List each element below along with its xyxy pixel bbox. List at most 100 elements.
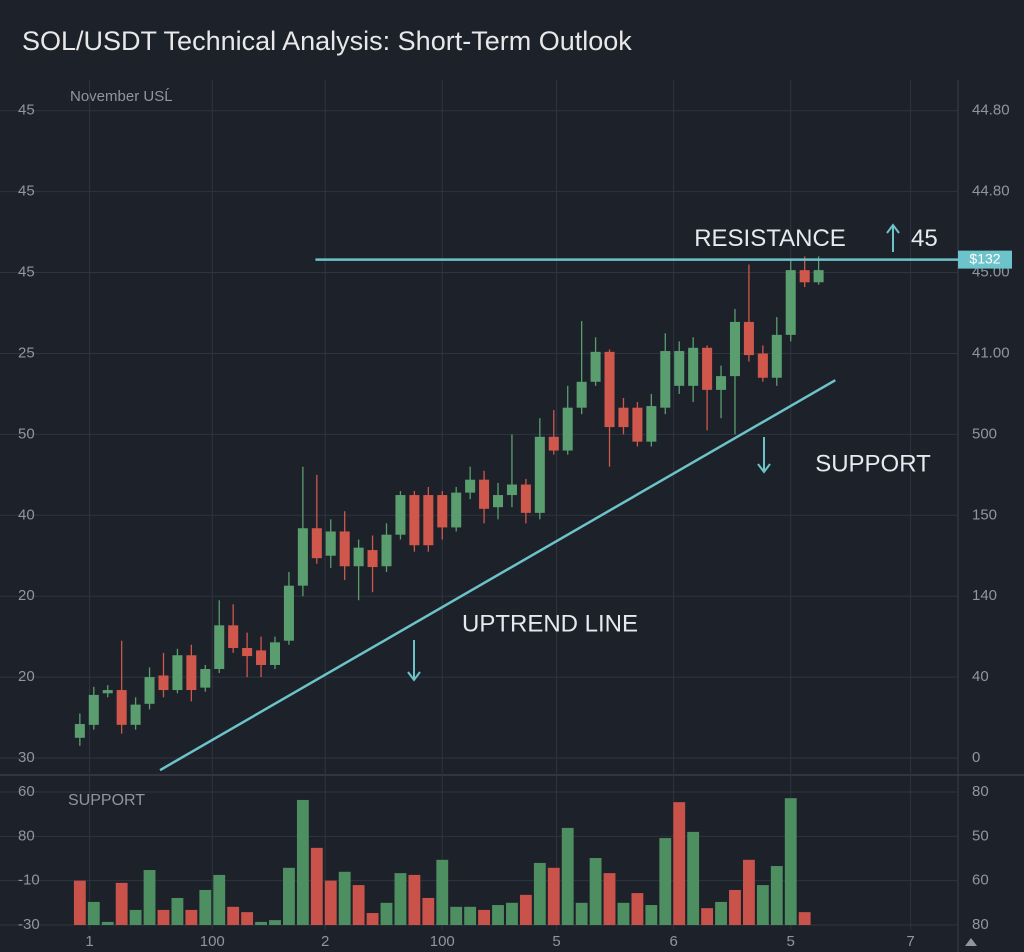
volume-bar	[366, 913, 379, 925]
y-tick-label: 20	[18, 587, 35, 604]
volume-bar	[213, 874, 226, 925]
volume-bar	[561, 827, 574, 925]
volume-bar	[673, 802, 686, 925]
y2-tick-label: 500	[972, 425, 997, 442]
y-tick-label: 30	[18, 749, 35, 766]
candle-body	[813, 270, 824, 283]
candle-body	[548, 436, 559, 451]
x-tick-label: 6	[669, 933, 677, 950]
volume-bar	[199, 889, 212, 925]
volume-bar	[519, 894, 532, 925]
y-tick-label: 25	[18, 344, 35, 361]
candle-body	[256, 650, 267, 665]
y2-tick-label: 50	[972, 827, 989, 844]
candle-body	[674, 351, 685, 386]
volume-bar	[798, 912, 811, 925]
candle-body	[799, 270, 810, 283]
volume-bar	[255, 921, 267, 925]
candle-body	[646, 406, 657, 442]
volume-bar	[492, 905, 504, 925]
volume-bar	[450, 906, 463, 925]
volume-bar	[645, 905, 658, 925]
volume-bar	[659, 838, 672, 925]
x-tick-label: 2	[321, 933, 329, 950]
y2-tick-label: 80	[972, 916, 989, 933]
candle-body	[172, 655, 183, 691]
x-tick-label: 5	[787, 933, 795, 950]
candle-body	[214, 625, 225, 670]
volume-bar	[143, 870, 156, 925]
x-tick-label: 7	[906, 933, 914, 950]
volume-bar	[157, 909, 170, 925]
candle-body	[688, 347, 699, 386]
volume-bar	[701, 908, 714, 925]
volume-bar	[729, 889, 741, 925]
y2-tick-label: 150	[972, 506, 997, 523]
y-tick-label: 80	[18, 827, 35, 844]
uptrend-line	[159, 379, 836, 772]
candle-body	[381, 534, 392, 567]
y2-tick-label: 41.00	[972, 344, 1010, 361]
y-tick-label: -10	[18, 872, 40, 889]
volume-bar	[101, 921, 114, 925]
volume-bar	[352, 885, 365, 925]
y-tick-label: 60	[18, 783, 35, 800]
x-tick-label: 100	[200, 933, 225, 950]
candle-body	[283, 585, 294, 641]
volume-bar	[547, 867, 560, 925]
volume-bar	[533, 862, 546, 925]
volume-bar	[338, 871, 351, 925]
volume-bar	[756, 885, 769, 925]
y2-tick-label: 60	[972, 872, 989, 889]
y2-tick-label: 40	[972, 668, 989, 685]
candle-body	[228, 625, 239, 648]
volume-bar	[310, 847, 323, 925]
volume-bar	[87, 901, 100, 925]
candle-body	[451, 492, 462, 528]
volume-bar	[185, 909, 198, 925]
volume-bar	[631, 893, 644, 925]
candle-body	[479, 479, 490, 509]
candle-body	[158, 675, 169, 691]
candle-body	[520, 484, 531, 513]
volume-bar	[770, 866, 783, 925]
candle-body	[130, 704, 141, 725]
candle-body	[88, 694, 99, 725]
x-tick-label: 100	[430, 933, 455, 950]
candle-body	[395, 495, 406, 535]
price-badge-label: $132	[969, 250, 1000, 266]
volume-bar	[506, 902, 518, 925]
candle-body	[437, 495, 448, 528]
candle-body	[604, 351, 615, 428]
candle-body	[506, 484, 517, 496]
volume-bar	[687, 831, 700, 925]
down-arrow	[407, 640, 421, 682]
candle-body	[590, 351, 601, 382]
candle-body	[492, 495, 504, 508]
candle-body	[102, 690, 113, 694]
candle-body	[702, 347, 713, 390]
candle-body	[297, 528, 308, 586]
y-tick-label: 50	[18, 425, 35, 442]
x-tick-label: 1	[85, 933, 93, 950]
y2-tick-label: 44.80	[972, 183, 1010, 200]
candle-body	[116, 690, 127, 725]
resistance-label: RESISTANCE	[694, 225, 846, 252]
uptrend-label: UPTREND LINE	[462, 610, 638, 637]
volume-bar	[115, 882, 128, 925]
volume-bar	[129, 909, 142, 925]
volume-bar	[380, 902, 393, 925]
subtitle: November USĹ	[70, 88, 173, 105]
y2-tick-label: 80	[972, 783, 989, 800]
volume-bar	[464, 906, 477, 925]
volume-bar	[436, 859, 449, 925]
candle-body	[757, 353, 768, 378]
volume-label: SUPPORT	[68, 792, 145, 809]
candle-body	[367, 550, 378, 568]
volume-bar	[241, 912, 254, 925]
y-tick-label: 20	[18, 668, 35, 685]
candle-body	[743, 321, 754, 356]
candle-body	[562, 407, 573, 451]
volume-bar	[73, 880, 86, 925]
